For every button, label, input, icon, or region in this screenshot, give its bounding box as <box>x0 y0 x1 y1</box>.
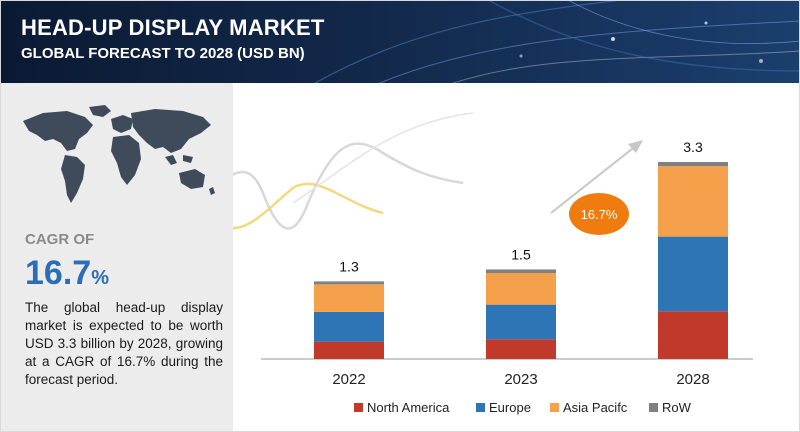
page-title: HEAD-UP DISPLAY MARKET <box>21 15 325 40</box>
legend-swatch-europe <box>476 403 485 412</box>
header-banner: HEAD-UP DISPLAY MARKET GLOBAL FORECAST T… <box>1 1 799 83</box>
legend-label-row: RoW <box>662 400 692 415</box>
legend-label-north-america: North America <box>367 400 450 415</box>
bar-total-label-2023: 1.5 <box>511 246 531 262</box>
x-tick-label-2028: 2028 <box>676 371 709 388</box>
chart-legend: North America Europe Asia Pacifc RoW <box>354 400 692 415</box>
decorative-curve-yellow <box>233 182 384 230</box>
bar-2022-north-america <box>314 341 384 359</box>
bar-2028-row <box>658 162 728 167</box>
bar-2023-europe <box>486 304 556 340</box>
x-tick-label-2023: 2023 <box>504 371 537 388</box>
bar-2022-row <box>314 281 384 285</box>
bar-2023-north-america <box>486 339 556 359</box>
legend-swatch-north-america <box>354 403 363 412</box>
bar-total-label-2022: 1.3 <box>339 258 359 274</box>
summary-panel: CAGR OF 16.7% The global head-up display… <box>1 83 233 431</box>
bar-2023-row <box>486 269 556 274</box>
cagr-bubble-label: 16.7% <box>581 207 618 222</box>
market-description: The global head-up display market is exp… <box>25 300 223 387</box>
legend-swatch-asia-pacific <box>550 403 559 412</box>
decorative-curve-light <box>292 112 474 204</box>
legend-label-europe: Europe <box>489 400 531 415</box>
cagr-percent-sign: % <box>91 267 109 289</box>
growth-arrow-line <box>550 144 638 214</box>
bar-2023-asia-pacifc <box>486 273 556 305</box>
legend-swatch-row <box>649 403 658 412</box>
growth-arrow-head <box>628 140 643 153</box>
bar-2028-asia-pacifc <box>658 166 728 237</box>
decorative-curve-gray <box>233 142 464 230</box>
cagr-bubble <box>569 193 629 235</box>
bar-total-label-2028: 3.3 <box>683 139 703 155</box>
bar-2028-europe <box>658 236 728 312</box>
bar-group: 1.3 2022 1.5 2023 3.3 2028 <box>314 139 728 388</box>
bar-2022-europe <box>314 311 384 342</box>
bar-2028-north-america <box>658 311 728 359</box>
stacked-bar-chart: 16.7% 1.3 2022 1.5 2023 3.3 2028 North Americ… <box>233 112 753 415</box>
cagr-value: 16.7% <box>25 253 109 298</box>
page-subtitle: GLOBAL FORECAST TO 2028 (USD BN) <box>21 45 305 62</box>
header-decoration <box>313 1 799 83</box>
bar-2022-asia-pacifc <box>314 284 384 312</box>
legend-label-asia-pacific: Asia Pacifc <box>563 400 628 415</box>
cagr-number: 16.7 <box>25 254 92 292</box>
world-map-icon <box>23 105 215 203</box>
cagr-label: CAGR OF <box>25 231 95 248</box>
x-tick-label-2022: 2022 <box>332 371 365 388</box>
